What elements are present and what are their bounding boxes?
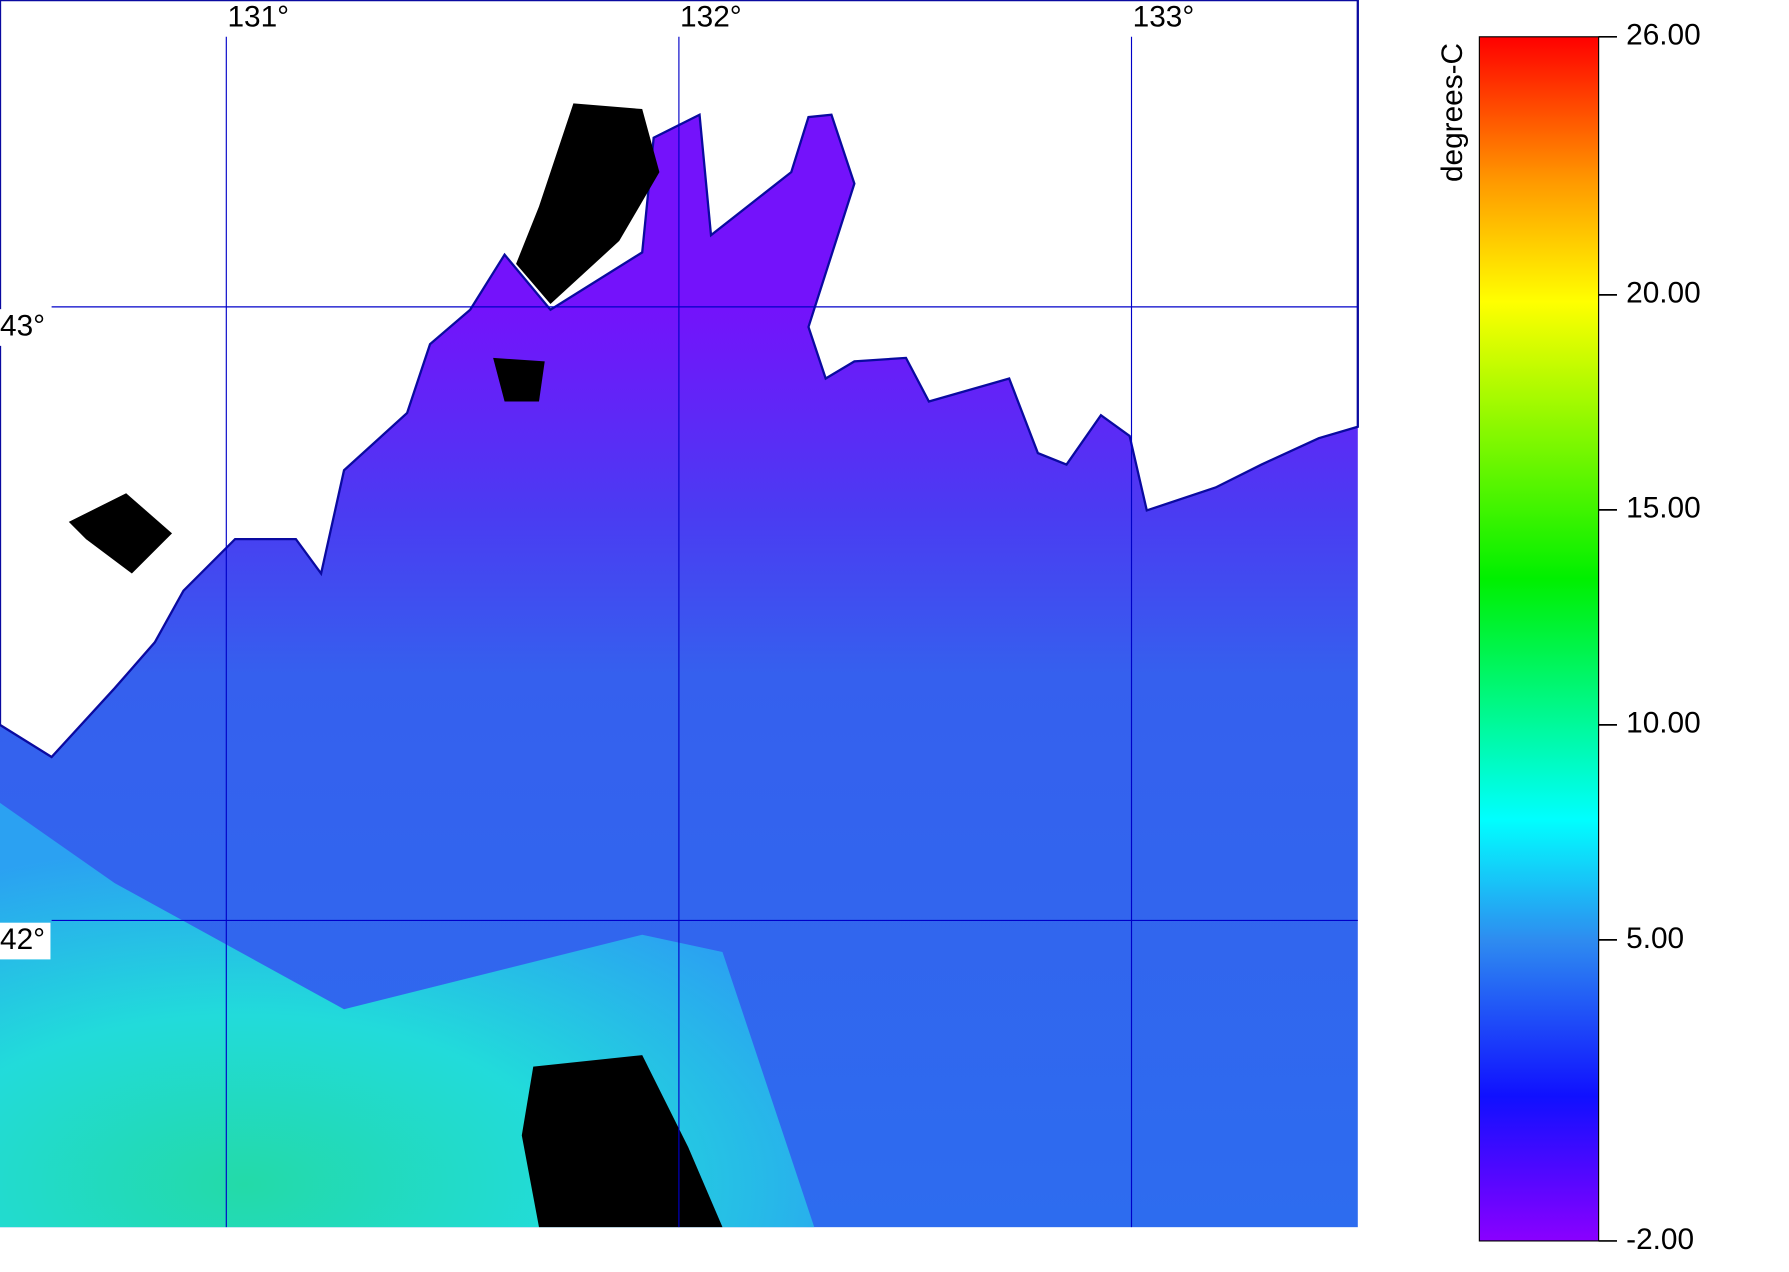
no-data — [521, 1055, 723, 1228]
lat-label: 42° — [0, 923, 45, 956]
lon-label: 131° — [227, 0, 289, 33]
colorbar-tick-label: 10.00 — [1626, 707, 1701, 740]
colorbar — [1478, 36, 1600, 1242]
lake — [68, 493, 173, 574]
land — [0, 0, 1359, 759]
label-box — [0, 922, 51, 960]
colorbar-tick-label: 20.00 — [1626, 277, 1701, 310]
colorbar-tick-label: 26.00 — [1626, 19, 1701, 52]
lake — [493, 357, 545, 402]
lon-label: 132° — [680, 0, 742, 33]
lon-label: 133° — [1133, 0, 1195, 33]
colorbar-tick-label: 5.00 — [1626, 922, 1684, 955]
lake — [516, 103, 660, 305]
label-box — [0, 309, 51, 346]
colorbar-tick-label: -2.00 — [1626, 1223, 1694, 1256]
colorbar-label: degrees-C — [1436, 43, 1469, 182]
lat-label: 43° — [0, 309, 45, 342]
colorbar-tick-label: 15.00 — [1626, 492, 1701, 525]
